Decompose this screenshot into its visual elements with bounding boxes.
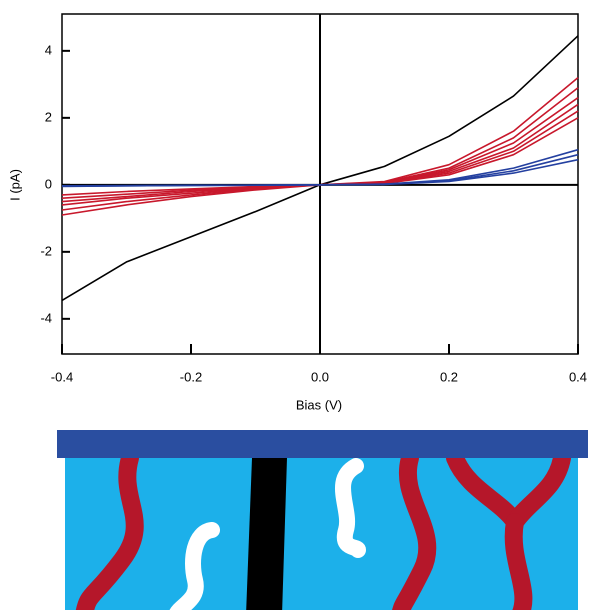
black-strand [246,458,287,610]
white-strand [334,458,366,558]
y-tick-label: -2 [40,243,52,258]
electrode [57,430,588,458]
x-tick-label: -0.4 [51,369,73,384]
y-tick-label: 2 [45,109,52,124]
strand [504,513,533,610]
strand [392,458,437,610]
diagram [57,430,588,610]
y-tick-label: 4 [45,42,52,57]
y-tick-label: 0 [45,176,52,191]
substrate [65,458,578,610]
y-axis-label: I (pA) [7,169,22,201]
series-line [61,158,579,187]
x-tick-label: 0.0 [311,369,329,384]
x-tick-label: -0.2 [180,369,202,384]
strand [75,458,144,610]
y-tick-label: -4 [40,310,52,325]
x-axis-label: Bias (V) [296,397,342,412]
x-tick-label: 0.4 [569,369,587,384]
x-tick-label: 0.2 [440,369,458,384]
white-strand [169,522,220,610]
